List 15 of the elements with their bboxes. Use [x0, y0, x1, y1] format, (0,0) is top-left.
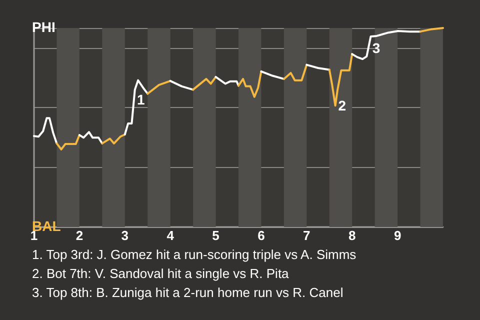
text: 3. Top 8th: B. Zuniga hit a 2-run home run vs R. Canel	[32, 285, 344, 300]
text: 2. Bot 7th: V. Sandoval hit a single vs R. Pita	[32, 266, 290, 281]
annotation: 3	[372, 40, 380, 56]
annotation: 1	[136, 92, 145, 108]
x-tick-label: 6	[258, 228, 265, 243]
x-tick-label: 2	[76, 228, 84, 243]
x-tick-label: 4	[166, 228, 175, 243]
annotation: PHI	[32, 19, 56, 35]
x-tick-label: 3	[121, 228, 129, 243]
text: 1. Top 3rd: J. Gomez hit a run-scoring triple vs A. Simms	[32, 247, 357, 262]
x-tick-label: 8	[348, 228, 356, 243]
x-tick-label: 7	[303, 228, 310, 243]
annotation: 2	[338, 98, 346, 114]
x-tick-label: 9	[394, 228, 402, 243]
x-tick-label: 5	[212, 228, 220, 243]
